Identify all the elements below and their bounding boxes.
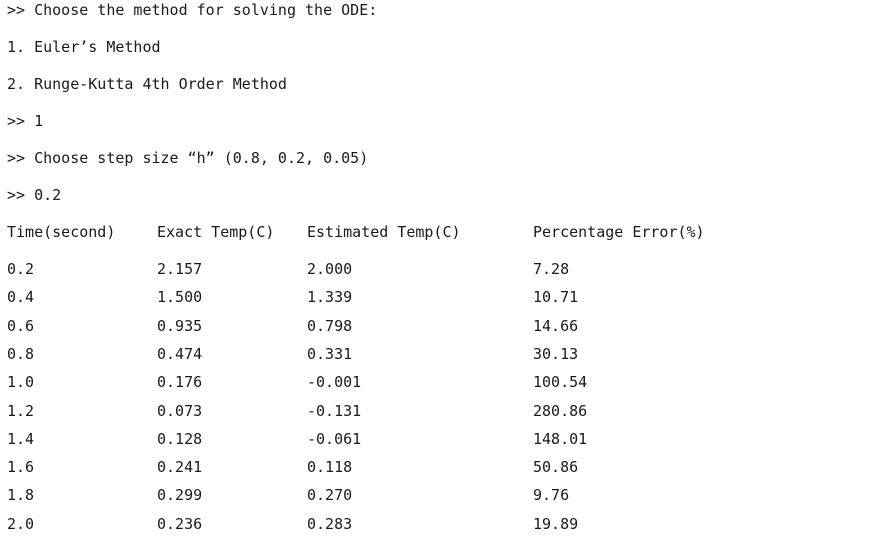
header-time: Time(second)	[7, 223, 116, 241]
cell-time: 0.6	[7, 317, 35, 335]
cell-estimated-temp: 0.118	[307, 458, 353, 476]
cell-exact-temp: 0.073	[157, 402, 203, 420]
cell-exact-temp: 0.176	[157, 373, 203, 391]
header-exact-temp: Exact Temp(C)	[157, 223, 275, 241]
cell-percentage-error: 148.01	[533, 430, 588, 448]
option-euler: 1. Euler’s Method	[7, 38, 161, 56]
cell-time: 2.0	[7, 515, 35, 533]
cell-exact-temp: 0.935	[157, 317, 203, 335]
cell-time: 1.4	[7, 430, 35, 448]
cell-estimated-temp: 0.331	[307, 345, 353, 363]
cell-time: 1.6	[7, 458, 35, 476]
cell-exact-temp: 2.157	[157, 260, 203, 278]
cell-percentage-error: 280.86	[533, 402, 588, 420]
cell-time: 0.2	[7, 260, 35, 278]
cell-exact-temp: 0.299	[157, 486, 203, 504]
cell-exact-temp: 0.241	[157, 458, 203, 476]
cell-exact-temp: 0.474	[157, 345, 203, 363]
input-step-size: >> 0.2	[7, 186, 62, 204]
cell-estimated-temp: 2.000	[307, 260, 353, 278]
cell-estimated-temp: -0.001	[307, 373, 362, 391]
cell-time: 1.8	[7, 486, 35, 504]
cell-time: 1.0	[7, 373, 35, 391]
header-estimated-temp: Estimated Temp(C)	[307, 223, 461, 241]
cell-estimated-temp: 1.339	[307, 288, 353, 306]
cell-percentage-error: 100.54	[533, 373, 588, 391]
cell-exact-temp: 0.236	[157, 515, 203, 533]
cell-estimated-temp: 0.283	[307, 515, 353, 533]
cell-estimated-temp: 0.798	[307, 317, 353, 335]
cell-exact-temp: 1.500	[157, 288, 203, 306]
cell-percentage-error: 9.76	[533, 486, 570, 504]
cell-percentage-error: 19.89	[533, 515, 579, 533]
cell-estimated-temp: -0.131	[307, 402, 362, 420]
input-method-choice: >> 1	[7, 112, 44, 130]
cell-percentage-error: 30.13	[533, 345, 579, 363]
cell-time: 0.4	[7, 288, 35, 306]
cell-time: 1.2	[7, 402, 35, 420]
header-percentage-error: Percentage Error(%)	[533, 223, 705, 241]
cell-time: 0.8	[7, 345, 35, 363]
cell-estimated-temp: 0.270	[307, 486, 353, 504]
prompt-step-size: >> Choose step size “h” (0.8, 0.2, 0.05)	[7, 149, 369, 167]
cell-estimated-temp: -0.061	[307, 430, 362, 448]
cell-percentage-error: 10.71	[533, 288, 579, 306]
cell-exact-temp: 0.128	[157, 430, 203, 448]
option-runge-kutta: 2. Runge-Kutta 4th Order Method	[7, 75, 287, 93]
cell-percentage-error: 50.86	[533, 458, 579, 476]
cell-percentage-error: 14.66	[533, 317, 579, 335]
cell-percentage-error: 7.28	[533, 260, 570, 278]
prompt-choose-method: >> Choose the method for solving the ODE…	[7, 1, 378, 19]
